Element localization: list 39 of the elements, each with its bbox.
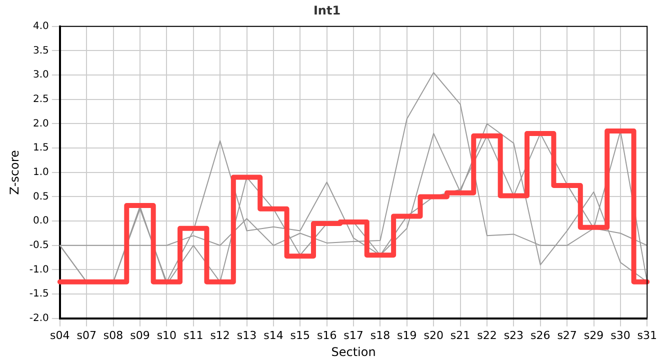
y-tick-label: 4.0 xyxy=(33,20,49,32)
x-tick-label: s07 xyxy=(76,328,96,342)
y-tick-label: 2.0 xyxy=(33,118,49,130)
x-tick-label: s15 xyxy=(290,328,310,342)
x-tick-label: s26 xyxy=(530,328,550,342)
x-tick-label: s04 xyxy=(50,328,70,342)
y-tick-label: -1.0 xyxy=(29,264,49,276)
x-tick-label: s23 xyxy=(504,328,524,342)
x-tick-label: s08 xyxy=(103,328,124,342)
chart-title: Int1 xyxy=(313,3,341,18)
y-tick-label: 2.5 xyxy=(33,94,49,105)
y-tick-label: 3.5 xyxy=(33,45,49,56)
y-tick-label: -0.5 xyxy=(29,240,49,251)
x-tick-label: s16 xyxy=(316,328,337,342)
y-axis-title: Z-score xyxy=(7,150,22,195)
x-tick-label: s11 xyxy=(184,328,204,342)
x-tick-label: s13 xyxy=(236,328,257,342)
x-tick-label: s18 xyxy=(370,328,390,342)
x-tick-label: s30 xyxy=(610,328,630,342)
y-tick-label: 0.5 xyxy=(33,191,49,202)
x-tick-label: s21 xyxy=(450,328,470,342)
x-tick-label: s22 xyxy=(477,328,497,342)
x-tick-label: s31 xyxy=(637,328,658,342)
x-axis-title: Section xyxy=(331,344,376,359)
x-tick-label: s12 xyxy=(210,328,230,342)
x-tick-label: s17 xyxy=(344,328,364,342)
y-tick-label: 0.0 xyxy=(33,216,49,227)
x-tick-label: s20 xyxy=(424,328,444,342)
y-tick-label: 3.0 xyxy=(33,70,49,81)
y-tick-label: 1.5 xyxy=(33,142,49,154)
y-tick-label: -2.0 xyxy=(29,312,49,324)
y-tick-label: 1.0 xyxy=(33,166,49,178)
y-tick-label: -1.5 xyxy=(29,288,49,300)
x-tick-label: s10 xyxy=(156,328,177,342)
x-tick-label: s29 xyxy=(584,328,604,342)
x-tick-label: s19 xyxy=(397,328,417,342)
x-tick-label: s14 xyxy=(264,328,284,342)
x-tick-label: s09 xyxy=(130,328,150,342)
x-tick-label: s27 xyxy=(557,328,577,342)
